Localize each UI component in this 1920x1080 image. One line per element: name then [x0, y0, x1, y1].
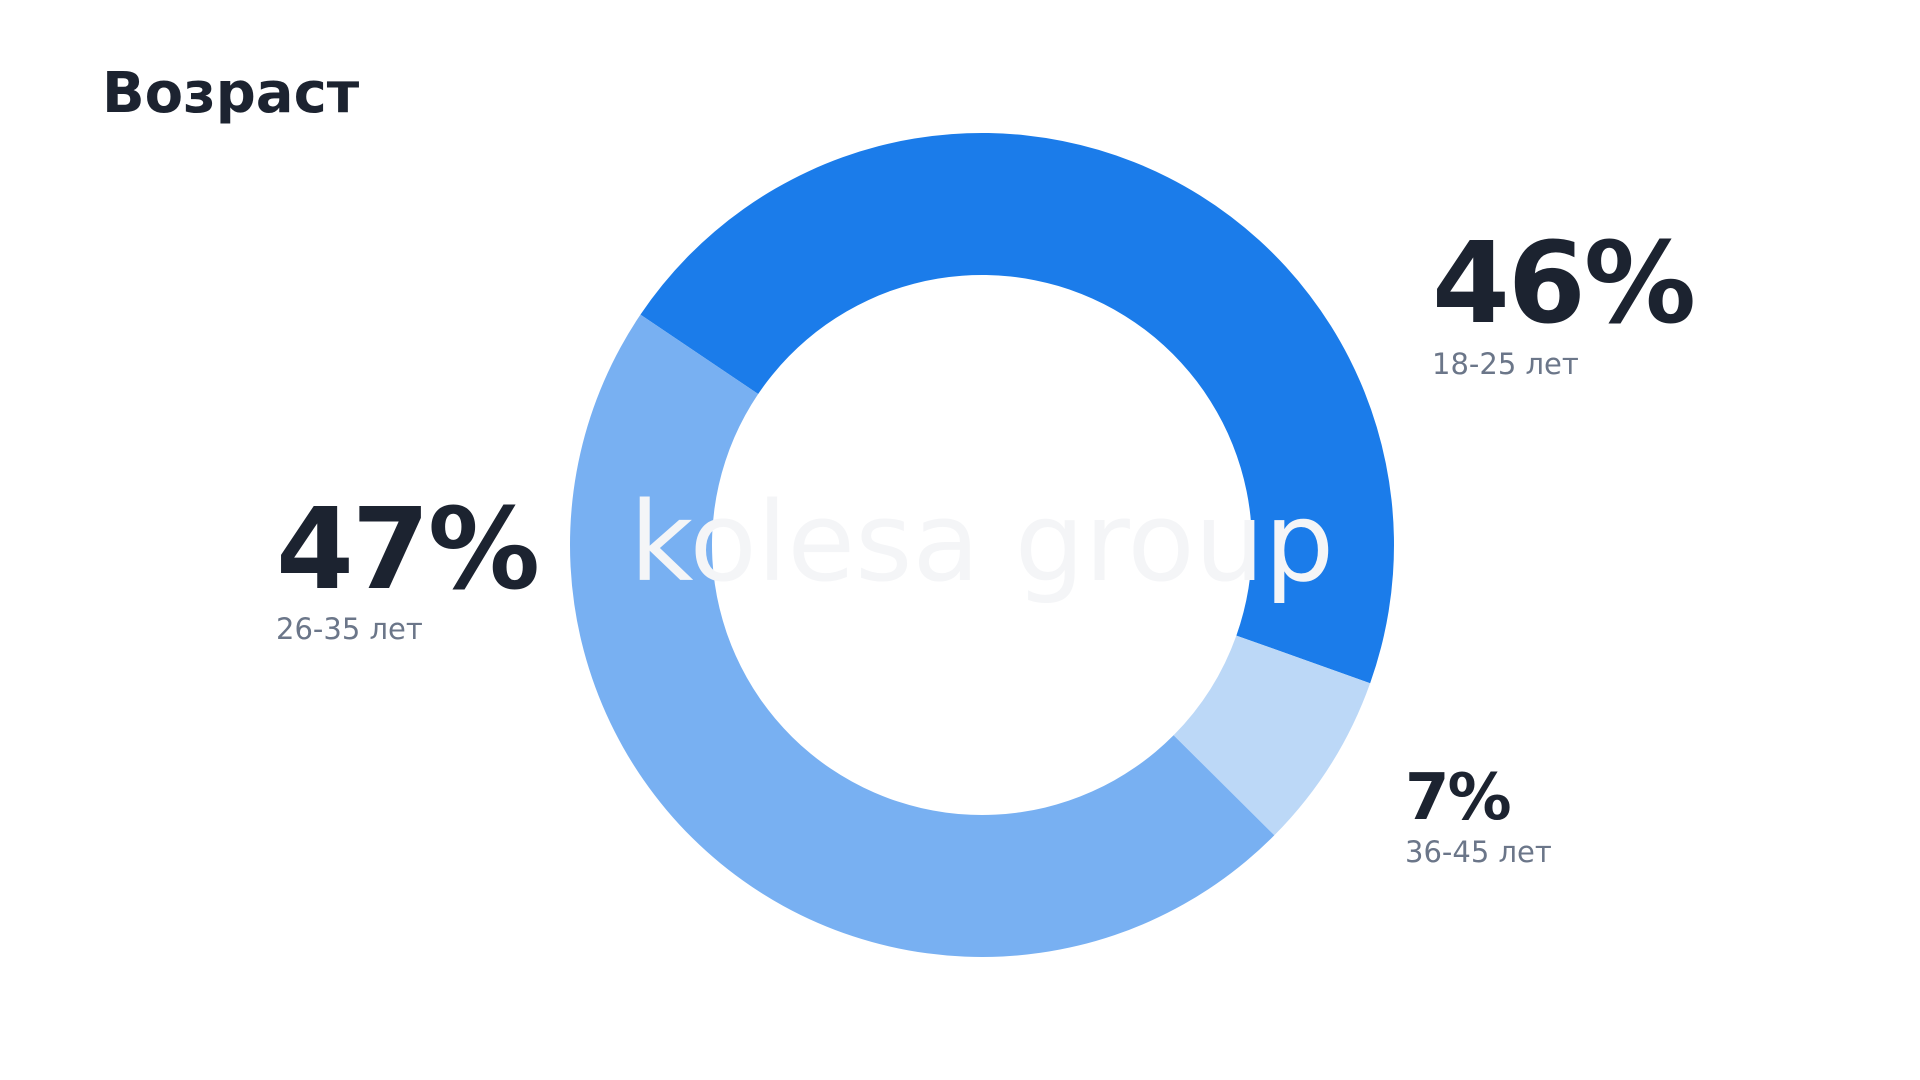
category-label: 36-45 лет [1405, 835, 1552, 869]
donut-segment [640, 132, 1395, 684]
watermark: kolesa group [630, 478, 1334, 606]
category-label: 18-25 лет [1432, 347, 1579, 381]
value-label: 7% [1405, 761, 1511, 835]
chart-title: Возраст [102, 61, 360, 126]
value-label: 46% [1432, 219, 1694, 349]
value-label: 47% [276, 485, 538, 615]
donut-segment [1173, 635, 1371, 836]
donut-segment [569, 314, 1275, 958]
category-label: 26-35 лет [276, 612, 423, 646]
